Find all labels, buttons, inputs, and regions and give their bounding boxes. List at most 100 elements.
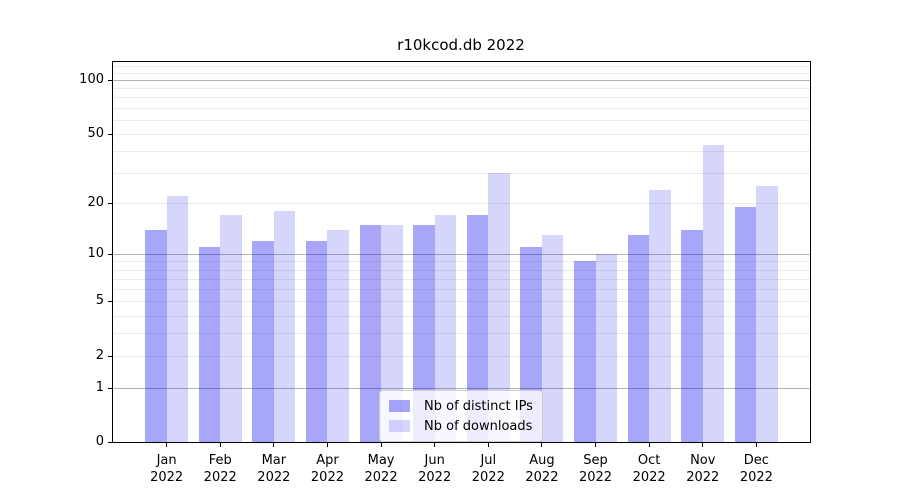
y-tick-10 xyxy=(108,253,112,255)
x-tick-label-feb: Feb 2022 xyxy=(190,453,250,486)
x-tick-year: 2022 xyxy=(525,469,559,485)
y-tick-50 xyxy=(108,133,112,135)
x-tick-month: Jun xyxy=(424,453,445,468)
bar-downloads-jul xyxy=(488,172,510,442)
bar-downloads-dec xyxy=(756,186,778,442)
legend: Nb of distinct IPs Nb of downloads xyxy=(379,390,543,442)
x-tick-label-jun: Jun 2022 xyxy=(405,453,465,486)
x-tick-month: May xyxy=(367,453,395,468)
x-tick-month: Jul xyxy=(480,453,497,468)
x-tick-month: Oct xyxy=(637,453,661,468)
x-tick-month: Dec xyxy=(743,453,769,468)
x-tick-sep xyxy=(595,443,597,447)
gridline-minor-9 xyxy=(113,261,810,263)
x-tick-month: Nov xyxy=(690,453,716,468)
bar-downloads-apr xyxy=(327,229,349,442)
bar-downloads-may xyxy=(381,224,403,442)
gridline-minor-4 xyxy=(113,315,810,317)
x-tick-label-sep: Sep 2022 xyxy=(566,453,626,486)
chart-title: r10kcod.db 2022 xyxy=(397,36,525,54)
y-tick-0 xyxy=(108,442,112,443)
x-tick-year: 2022 xyxy=(739,469,773,485)
y-tick-label-5: 5 xyxy=(95,293,104,309)
x-tick-month: Feb xyxy=(208,453,232,468)
x-tick-jun xyxy=(434,443,436,447)
gridline-minor-2 xyxy=(113,355,810,357)
y-tick-label-20: 20 xyxy=(87,195,104,211)
x-tick-month: Aug xyxy=(529,453,555,468)
bar-distinct-ips-mar xyxy=(252,240,274,442)
bar-distinct-ips-jun xyxy=(413,224,435,442)
x-tick-label-may: May 2022 xyxy=(351,453,411,486)
x-tick-may xyxy=(380,443,382,447)
legend-swatch-downloads xyxy=(389,420,410,432)
legend-label-downloads: Nb of downloads xyxy=(424,418,533,434)
x-tick-label-nov: Nov 2022 xyxy=(673,453,733,486)
y-tick-100 xyxy=(108,79,112,81)
bar-downloads-feb xyxy=(220,215,242,442)
bar-downloads-aug xyxy=(541,234,564,442)
gridline-minor-50 xyxy=(113,133,810,135)
bar-downloads-jun xyxy=(434,215,457,442)
x-tick-aug xyxy=(541,443,543,447)
y-tick-label-100: 100 xyxy=(79,71,104,87)
bars-layer xyxy=(113,62,810,442)
bar-distinct-ips-oct xyxy=(627,234,650,442)
y-tick-2 xyxy=(108,355,112,357)
x-tick-label-mar: Mar 2022 xyxy=(244,453,304,486)
gridline-major-1 xyxy=(113,387,810,389)
x-tick-year: 2022 xyxy=(310,469,344,485)
x-tick-label-aug: Aug 2022 xyxy=(512,453,572,486)
gridline-minor-80 xyxy=(113,97,810,99)
bar-downloads-mar xyxy=(273,211,296,442)
x-tick-month: Mar xyxy=(261,453,287,468)
bar-downloads-jan xyxy=(166,196,189,442)
x-tick-jan xyxy=(166,443,168,447)
x-tick-label-dec: Dec 2022 xyxy=(726,453,786,486)
gridline-minor-3 xyxy=(113,333,810,335)
y-tick-label-0: 0 xyxy=(95,434,104,449)
bar-downloads-oct xyxy=(649,189,671,442)
y-tick-20 xyxy=(108,203,112,205)
bar-distinct-ips-apr xyxy=(305,240,328,442)
x-tick-year: 2022 xyxy=(150,469,184,485)
bar-distinct-ips-nov xyxy=(681,229,703,442)
x-tick-year: 2022 xyxy=(471,469,505,485)
x-tick-year: 2022 xyxy=(578,469,613,485)
gridline-minor-6 xyxy=(113,289,810,291)
x-tick-month: Apr xyxy=(316,453,339,468)
y-tick-5 xyxy=(108,301,112,303)
gridline-minor-120 xyxy=(113,65,810,67)
plot-area xyxy=(112,61,811,443)
x-tick-apr xyxy=(326,443,328,447)
x-tick-month: Sep xyxy=(583,453,608,468)
x-tick-oct xyxy=(648,443,650,447)
x-tick-year: 2022 xyxy=(632,469,666,485)
y-tick-1 xyxy=(108,387,112,389)
legend-swatch-distinct-ips xyxy=(389,400,410,412)
bar-downloads-sep xyxy=(595,253,618,442)
gridline-minor-5 xyxy=(113,301,810,303)
x-tick-year: 2022 xyxy=(418,469,452,485)
gridline-minor-8 xyxy=(113,269,810,271)
x-tick-feb xyxy=(219,443,221,447)
legend-label-distinct-ips: Nb of distinct IPs xyxy=(424,398,533,414)
gridline-minor-70 xyxy=(113,107,810,109)
x-tick-label-jul: Jul 2022 xyxy=(458,453,518,486)
bar-distinct-ips-jul xyxy=(466,215,489,442)
x-tick-nov xyxy=(702,443,704,447)
x-tick-jul xyxy=(487,443,489,447)
gridline-minor-110 xyxy=(113,72,810,74)
bar-distinct-ips-jan xyxy=(145,229,167,442)
x-tick-year: 2022 xyxy=(364,469,398,485)
bar-distinct-ips-sep xyxy=(574,261,596,442)
bar-distinct-ips-dec xyxy=(734,207,757,442)
x-tick-label-jan: Jan 2022 xyxy=(137,453,197,486)
gridline-major-10 xyxy=(113,253,810,255)
legend-entry-downloads: Nb of downloads xyxy=(389,416,533,436)
x-tick-year: 2022 xyxy=(257,469,291,485)
y-tick-label-50: 50 xyxy=(87,125,104,141)
x-tick-mar xyxy=(273,443,275,447)
gridline-minor-40 xyxy=(113,150,810,152)
